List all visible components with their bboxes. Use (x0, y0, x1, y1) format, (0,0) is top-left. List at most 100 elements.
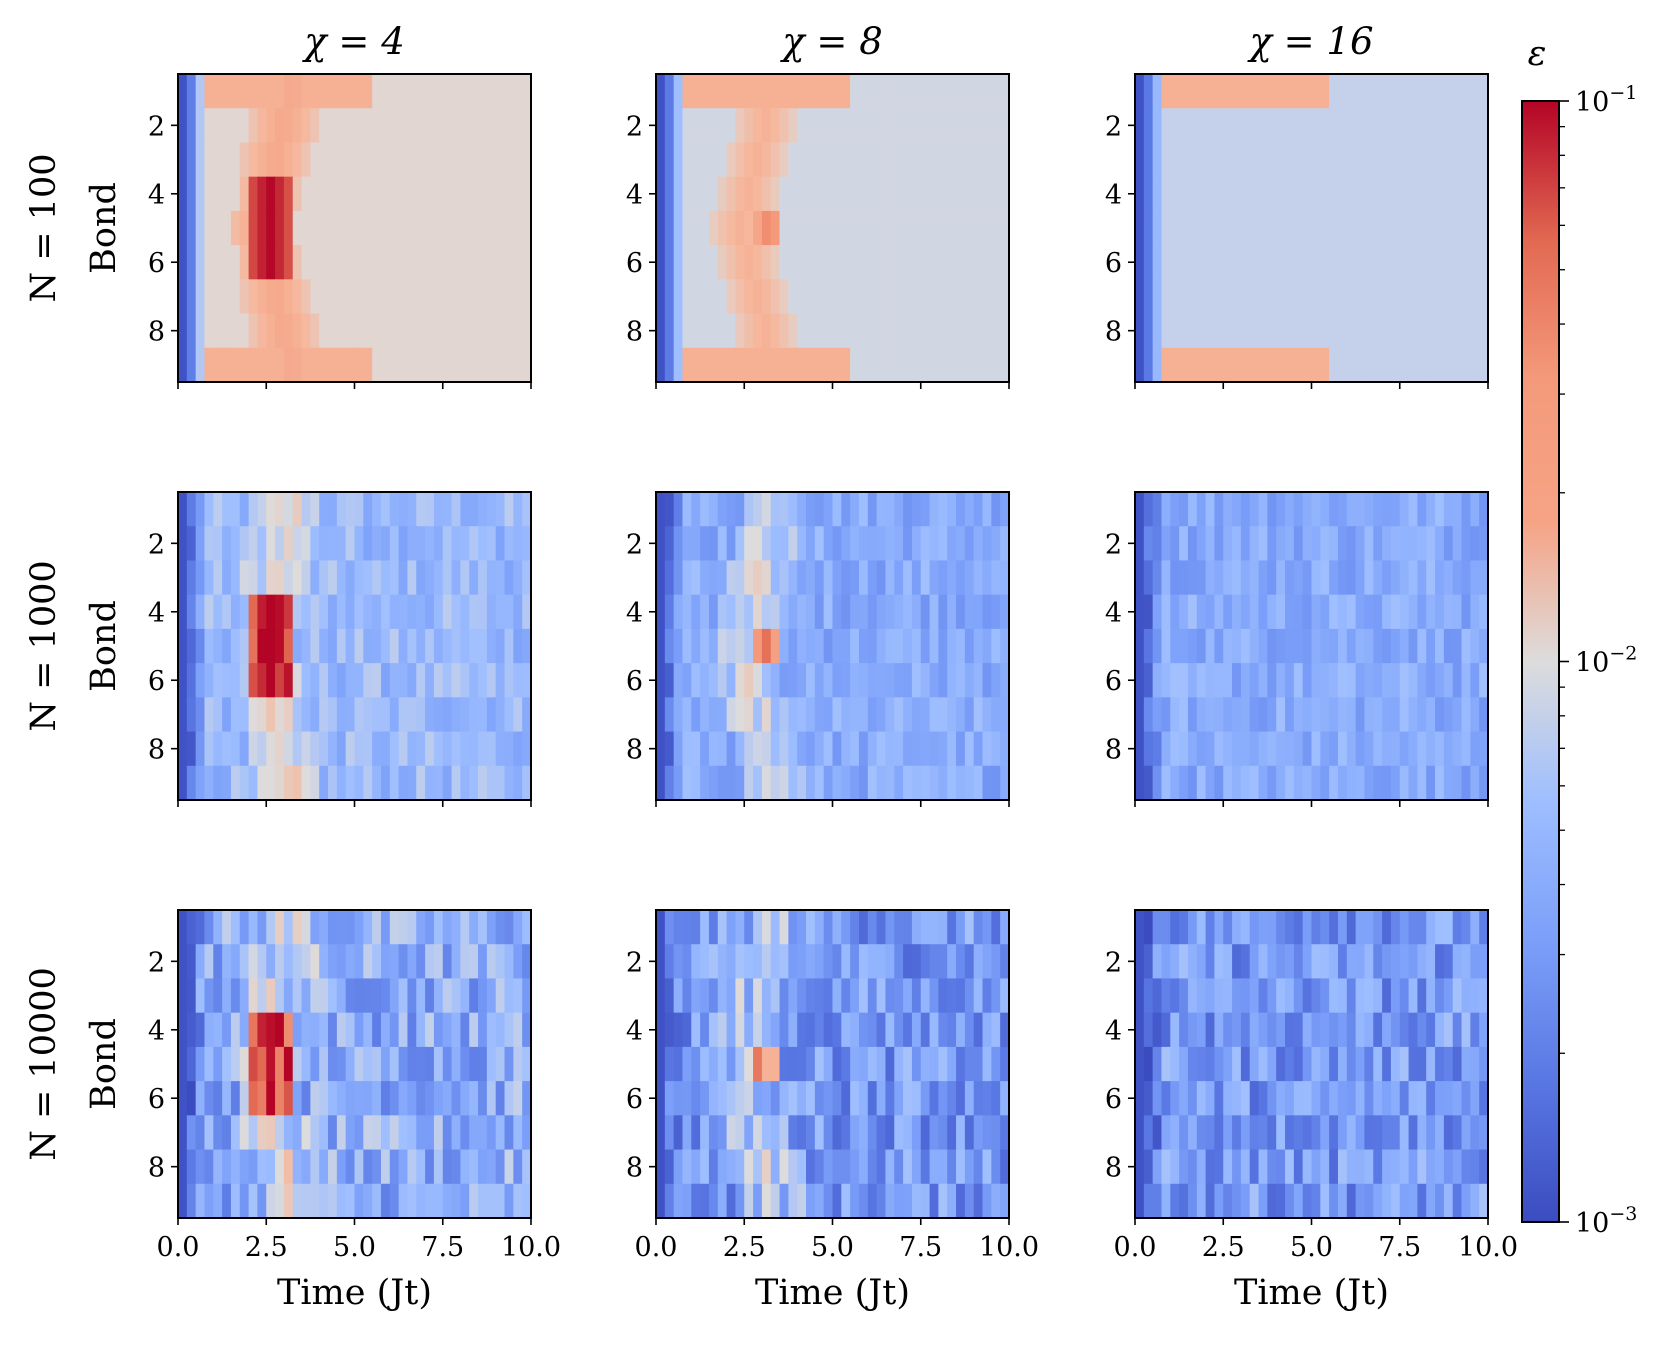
heatmap-cell (956, 210, 966, 246)
heatmap-cell (973, 944, 984, 980)
heatmap-cell (1479, 910, 1489, 945)
heatmap-cell (407, 765, 417, 801)
heatmap-cell (1161, 108, 1171, 144)
heatmap-cell (1276, 347, 1286, 383)
heatmap-cell (956, 492, 966, 527)
heatmap-cell (973, 978, 984, 1014)
heatmap-cell (1187, 594, 1198, 630)
heatmap-cell (433, 1012, 444, 1048)
heatmap-cell (982, 313, 992, 349)
heatmap-cell (1196, 347, 1207, 383)
heatmap-cell (495, 108, 506, 144)
heatmap-cell (664, 1183, 675, 1219)
heatmap-cell (204, 176, 214, 212)
heatmap-cell (814, 944, 825, 980)
heatmap-cell (204, 628, 214, 664)
heatmap-cell (938, 492, 948, 527)
heatmap-cell (513, 142, 523, 178)
heatmap-cell (717, 697, 728, 733)
heatmap-cell (876, 313, 887, 349)
heatmap-cell (407, 1149, 417, 1185)
heatmap-cell (301, 663, 311, 698)
heatmap-cell (1187, 628, 1198, 664)
heatmap-cell (478, 176, 488, 212)
heatmap-cell (735, 910, 745, 945)
heatmap-cell (1399, 1149, 1410, 1185)
heatmap-cell (1390, 765, 1401, 801)
heatmap-cell (478, 1046, 488, 1082)
heatmap-cell (858, 1115, 869, 1151)
heatmap-cell (1232, 108, 1242, 144)
heatmap-cell (1461, 492, 1471, 527)
heatmap-cell (814, 594, 825, 630)
heatmap-cell (310, 594, 320, 630)
heatmap-cell (682, 944, 692, 980)
heatmap-cell (1276, 108, 1286, 144)
heatmap-cell (389, 731, 400, 767)
heatmap-cell (717, 944, 728, 980)
heatmap-cell (1426, 978, 1436, 1014)
heatmap-cell (1461, 1183, 1471, 1219)
heatmap-cell (1267, 142, 1277, 178)
heatmap-cell (363, 1183, 373, 1219)
heatmap-cell (1205, 560, 1216, 596)
heatmap-cell (1276, 1012, 1286, 1048)
heatmap-cell (178, 594, 188, 630)
heatmap-cell (283, 978, 294, 1014)
x-tick-label: 10.0 (501, 1232, 561, 1263)
heatmap-cell (257, 978, 267, 1014)
heatmap-cell (1179, 663, 1189, 698)
heatmap-cell (513, 1046, 523, 1082)
heatmap-cell (336, 1081, 347, 1116)
heatmap-cell (275, 731, 285, 767)
column-title: χ = 8 (779, 20, 883, 63)
heatmap-cell (469, 1149, 479, 1185)
heatmap-cell (1276, 74, 1286, 109)
heatmap-cell (1232, 245, 1242, 280)
heatmap-cell (292, 1149, 303, 1185)
heatmap-cell (876, 978, 887, 1014)
heatmap-cell (363, 347, 373, 383)
heatmap-cell (522, 944, 532, 980)
heatmap-cell (850, 731, 860, 767)
heatmap-cell (1329, 1046, 1339, 1082)
heatmap-cell (726, 731, 737, 767)
heatmap-cell (310, 910, 320, 945)
heatmap-cell (363, 526, 373, 562)
heatmap-cell (973, 210, 984, 246)
heatmap-cell (832, 1115, 842, 1151)
heatmap-cell (469, 628, 479, 664)
heatmap-cell (991, 108, 1001, 144)
heatmap-cell (903, 74, 913, 109)
heatmap-cell (1161, 279, 1171, 315)
heatmap-cell (230, 347, 241, 383)
heatmap-cell (1232, 526, 1242, 562)
heatmap-cell (797, 1012, 807, 1048)
heatmap-cell (1000, 1012, 1010, 1048)
heatmap-cell (964, 765, 975, 801)
heatmap-cell (1249, 1081, 1260, 1116)
heatmap-cell (266, 663, 276, 698)
heatmap-cell (947, 245, 957, 280)
heatmap-cell (823, 492, 834, 527)
heatmap-cell (1267, 313, 1277, 349)
heatmap-cell (779, 731, 789, 767)
heatmap-cell (372, 731, 382, 767)
heatmap-cell (513, 1012, 523, 1048)
heatmap-cell (389, 1012, 400, 1048)
heatmap-cell (770, 1046, 781, 1082)
heatmap-cell (682, 978, 692, 1014)
heatmap-cell (982, 245, 992, 280)
heatmap-cell (1135, 347, 1145, 383)
heatmap-cell (1205, 1149, 1216, 1185)
heatmap-cell (1249, 142, 1260, 178)
heatmap-cell (1426, 142, 1436, 178)
heatmap-cell (832, 1012, 842, 1048)
heatmap-cell (1214, 1115, 1224, 1151)
heatmap-cell (761, 1115, 772, 1151)
heatmap-cell (779, 492, 789, 527)
heatmap-cell (1143, 594, 1154, 630)
heatmap-cell (735, 1081, 745, 1116)
heatmap-cell (354, 108, 364, 144)
